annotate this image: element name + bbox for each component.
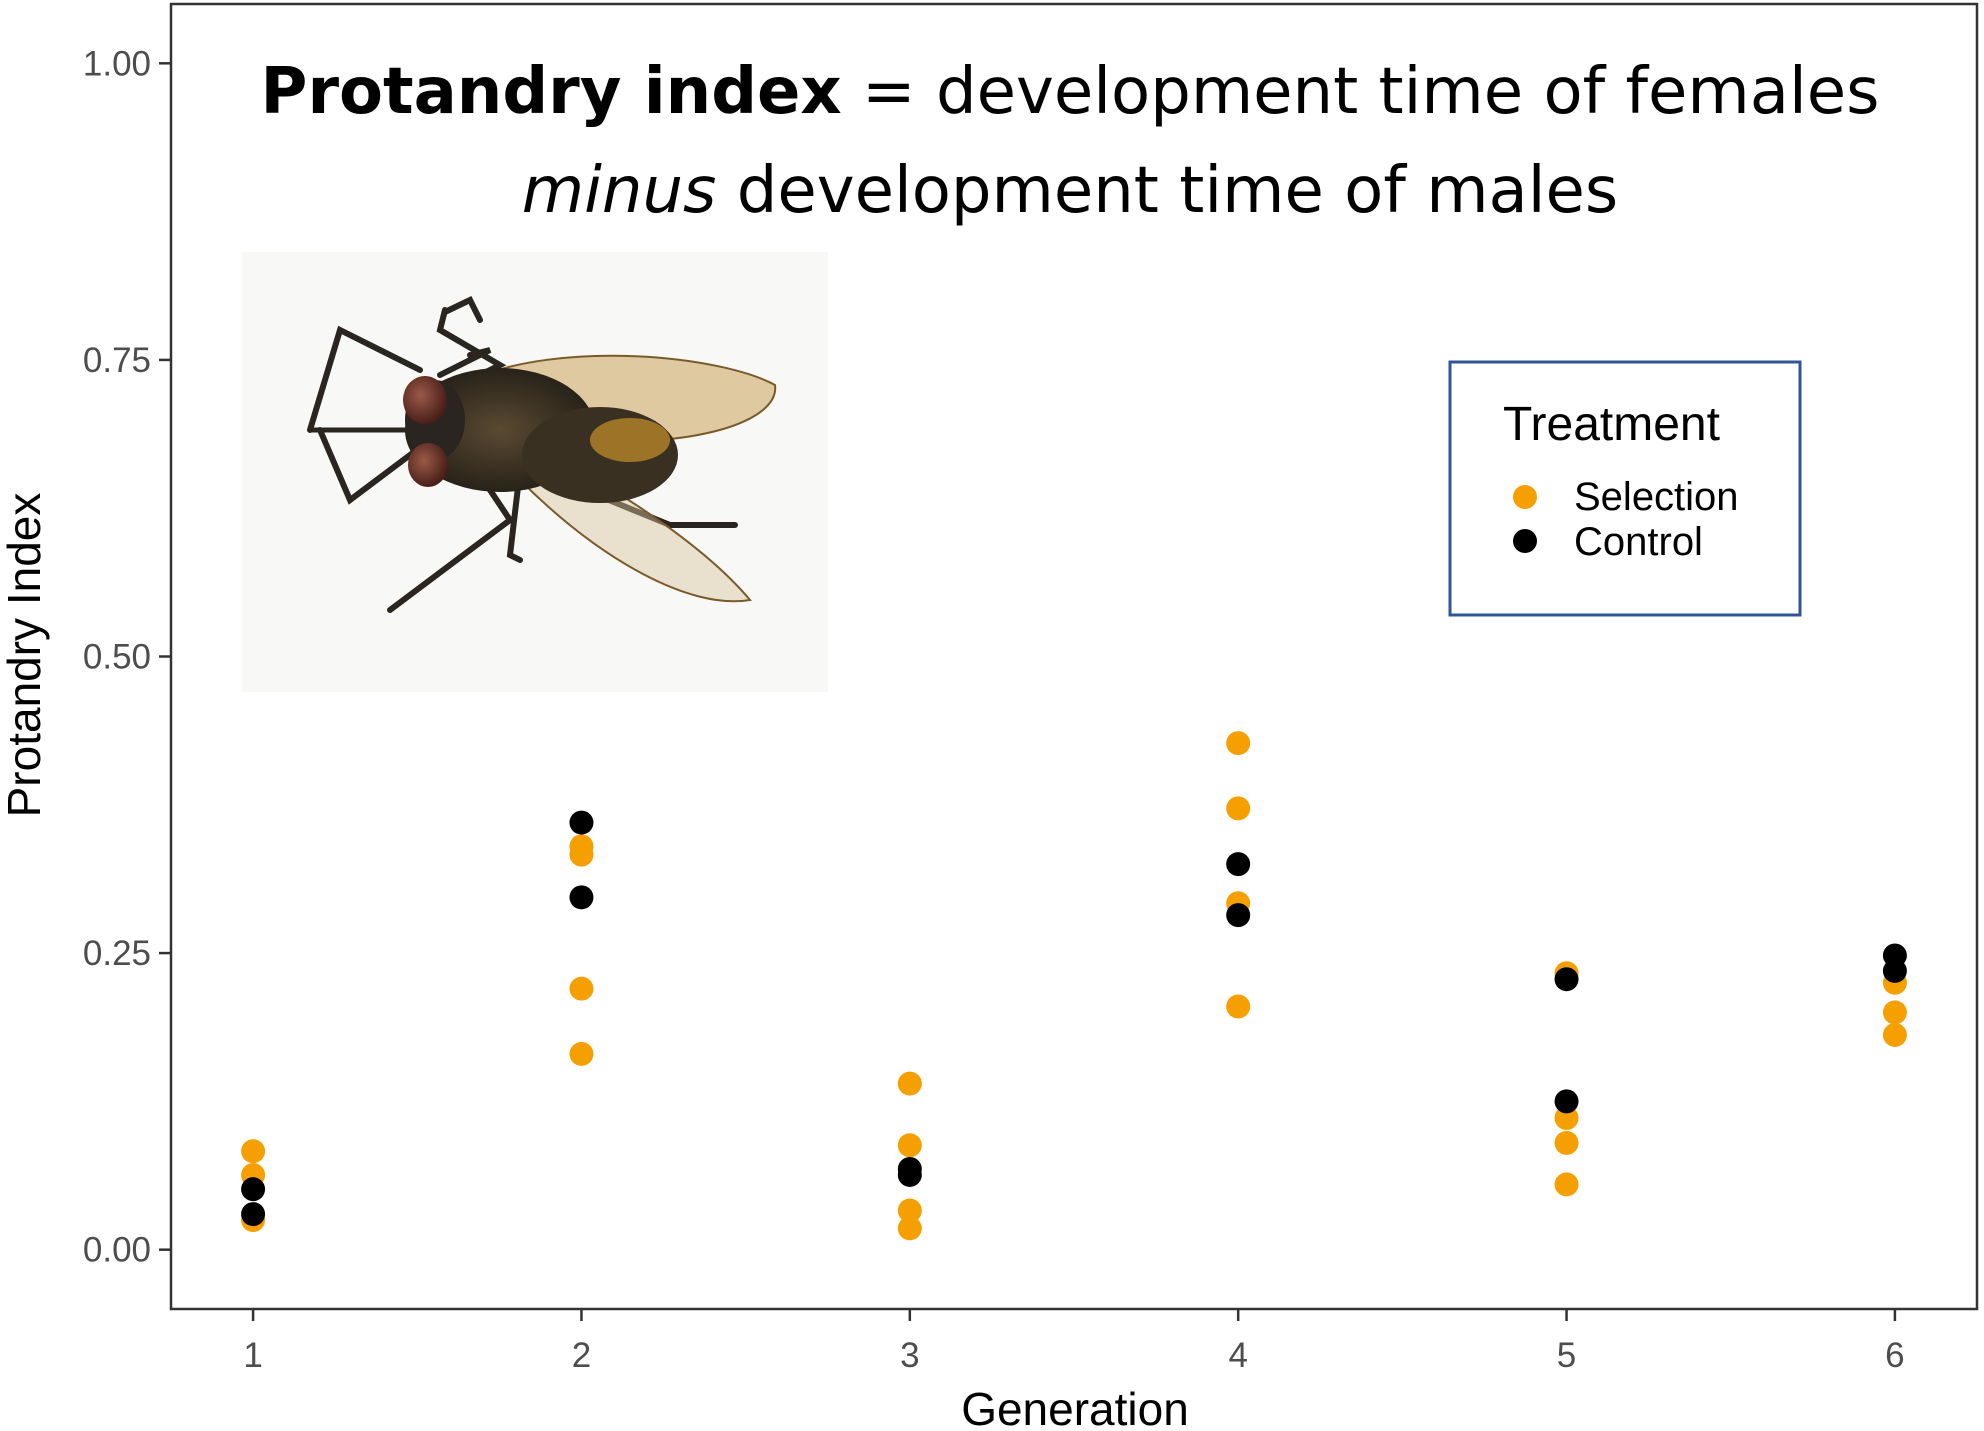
annotation-bold-term: Protandry index: [261, 55, 842, 129]
point-control: [897, 1162, 922, 1187]
point-selection: [1554, 1172, 1579, 1197]
legend-marker-control: [1513, 529, 1537, 553]
annotation-line-2: minus development time of males: [522, 154, 1619, 228]
point-control: [241, 1202, 266, 1227]
y-tick-label: 0.50: [83, 638, 151, 677]
fly-illustration: [242, 252, 828, 692]
point-selection: [1554, 1105, 1579, 1130]
point-selection: [897, 1198, 922, 1223]
x-tick-label: 5: [1557, 1336, 1576, 1375]
annotation-line-1: Protandry index = development time of fe…: [261, 55, 1880, 129]
y-axis-title: Protandry Index: [0, 493, 50, 818]
x-tick-label: 3: [900, 1336, 919, 1375]
y-tick-label: 0.75: [83, 341, 151, 380]
point-control: [1882, 958, 1907, 983]
annotation-italic-term: minus: [522, 154, 717, 228]
point-control: [1554, 1089, 1579, 1114]
data-points: [241, 731, 1907, 1241]
point-selection: [1226, 994, 1251, 1019]
point-selection: [569, 1041, 594, 1066]
point-selection: [1554, 1130, 1579, 1155]
point-control: [241, 1177, 266, 1202]
point-control: [1554, 967, 1579, 992]
point-control: [1226, 903, 1251, 928]
x-tick-label: 1: [243, 1336, 262, 1375]
y-axis: 0.00 0.25 0.50 0.75 1.00: [83, 44, 171, 1270]
point-selection: [1882, 1000, 1907, 1025]
legend-box: [1448, 360, 1802, 617]
point-selection: [241, 1139, 266, 1164]
x-tick-label: 6: [1885, 1336, 1904, 1375]
legend-label-selection: Selection: [1574, 475, 1739, 519]
x-tick-label: 4: [1228, 1336, 1247, 1375]
point-selection: [897, 1071, 922, 1096]
legend-title: Treatment: [1503, 398, 1720, 451]
x-axis-title: Generation: [961, 1383, 1189, 1431]
legend: Treatment Selection Control: [1448, 360, 1802, 617]
legend-marker-selection: [1513, 485, 1537, 509]
legend-label-control: Control: [1574, 520, 1703, 564]
point-selection: [1226, 731, 1251, 756]
x-axis: 1 2 3 4 5 6: [243, 1309, 1905, 1375]
point-selection: [897, 1216, 922, 1241]
point-control: [569, 885, 594, 910]
y-tick-label: 0.25: [83, 934, 151, 973]
point-selection: [897, 1133, 922, 1158]
point-control: [1226, 852, 1251, 877]
annotation-line-2-rest: development time of males: [716, 154, 1618, 228]
y-tick-label: 1.00: [83, 44, 151, 83]
point-selection: [1226, 796, 1251, 821]
point-selection: [569, 976, 594, 1001]
point-selection: [1882, 1022, 1907, 1047]
annotation-line-1-rest: = development time of females: [842, 55, 1880, 129]
point-control: [569, 810, 594, 835]
x-tick-label: 2: [572, 1336, 591, 1375]
y-tick-label: 0.00: [83, 1231, 151, 1270]
point-selection: [569, 842, 594, 867]
